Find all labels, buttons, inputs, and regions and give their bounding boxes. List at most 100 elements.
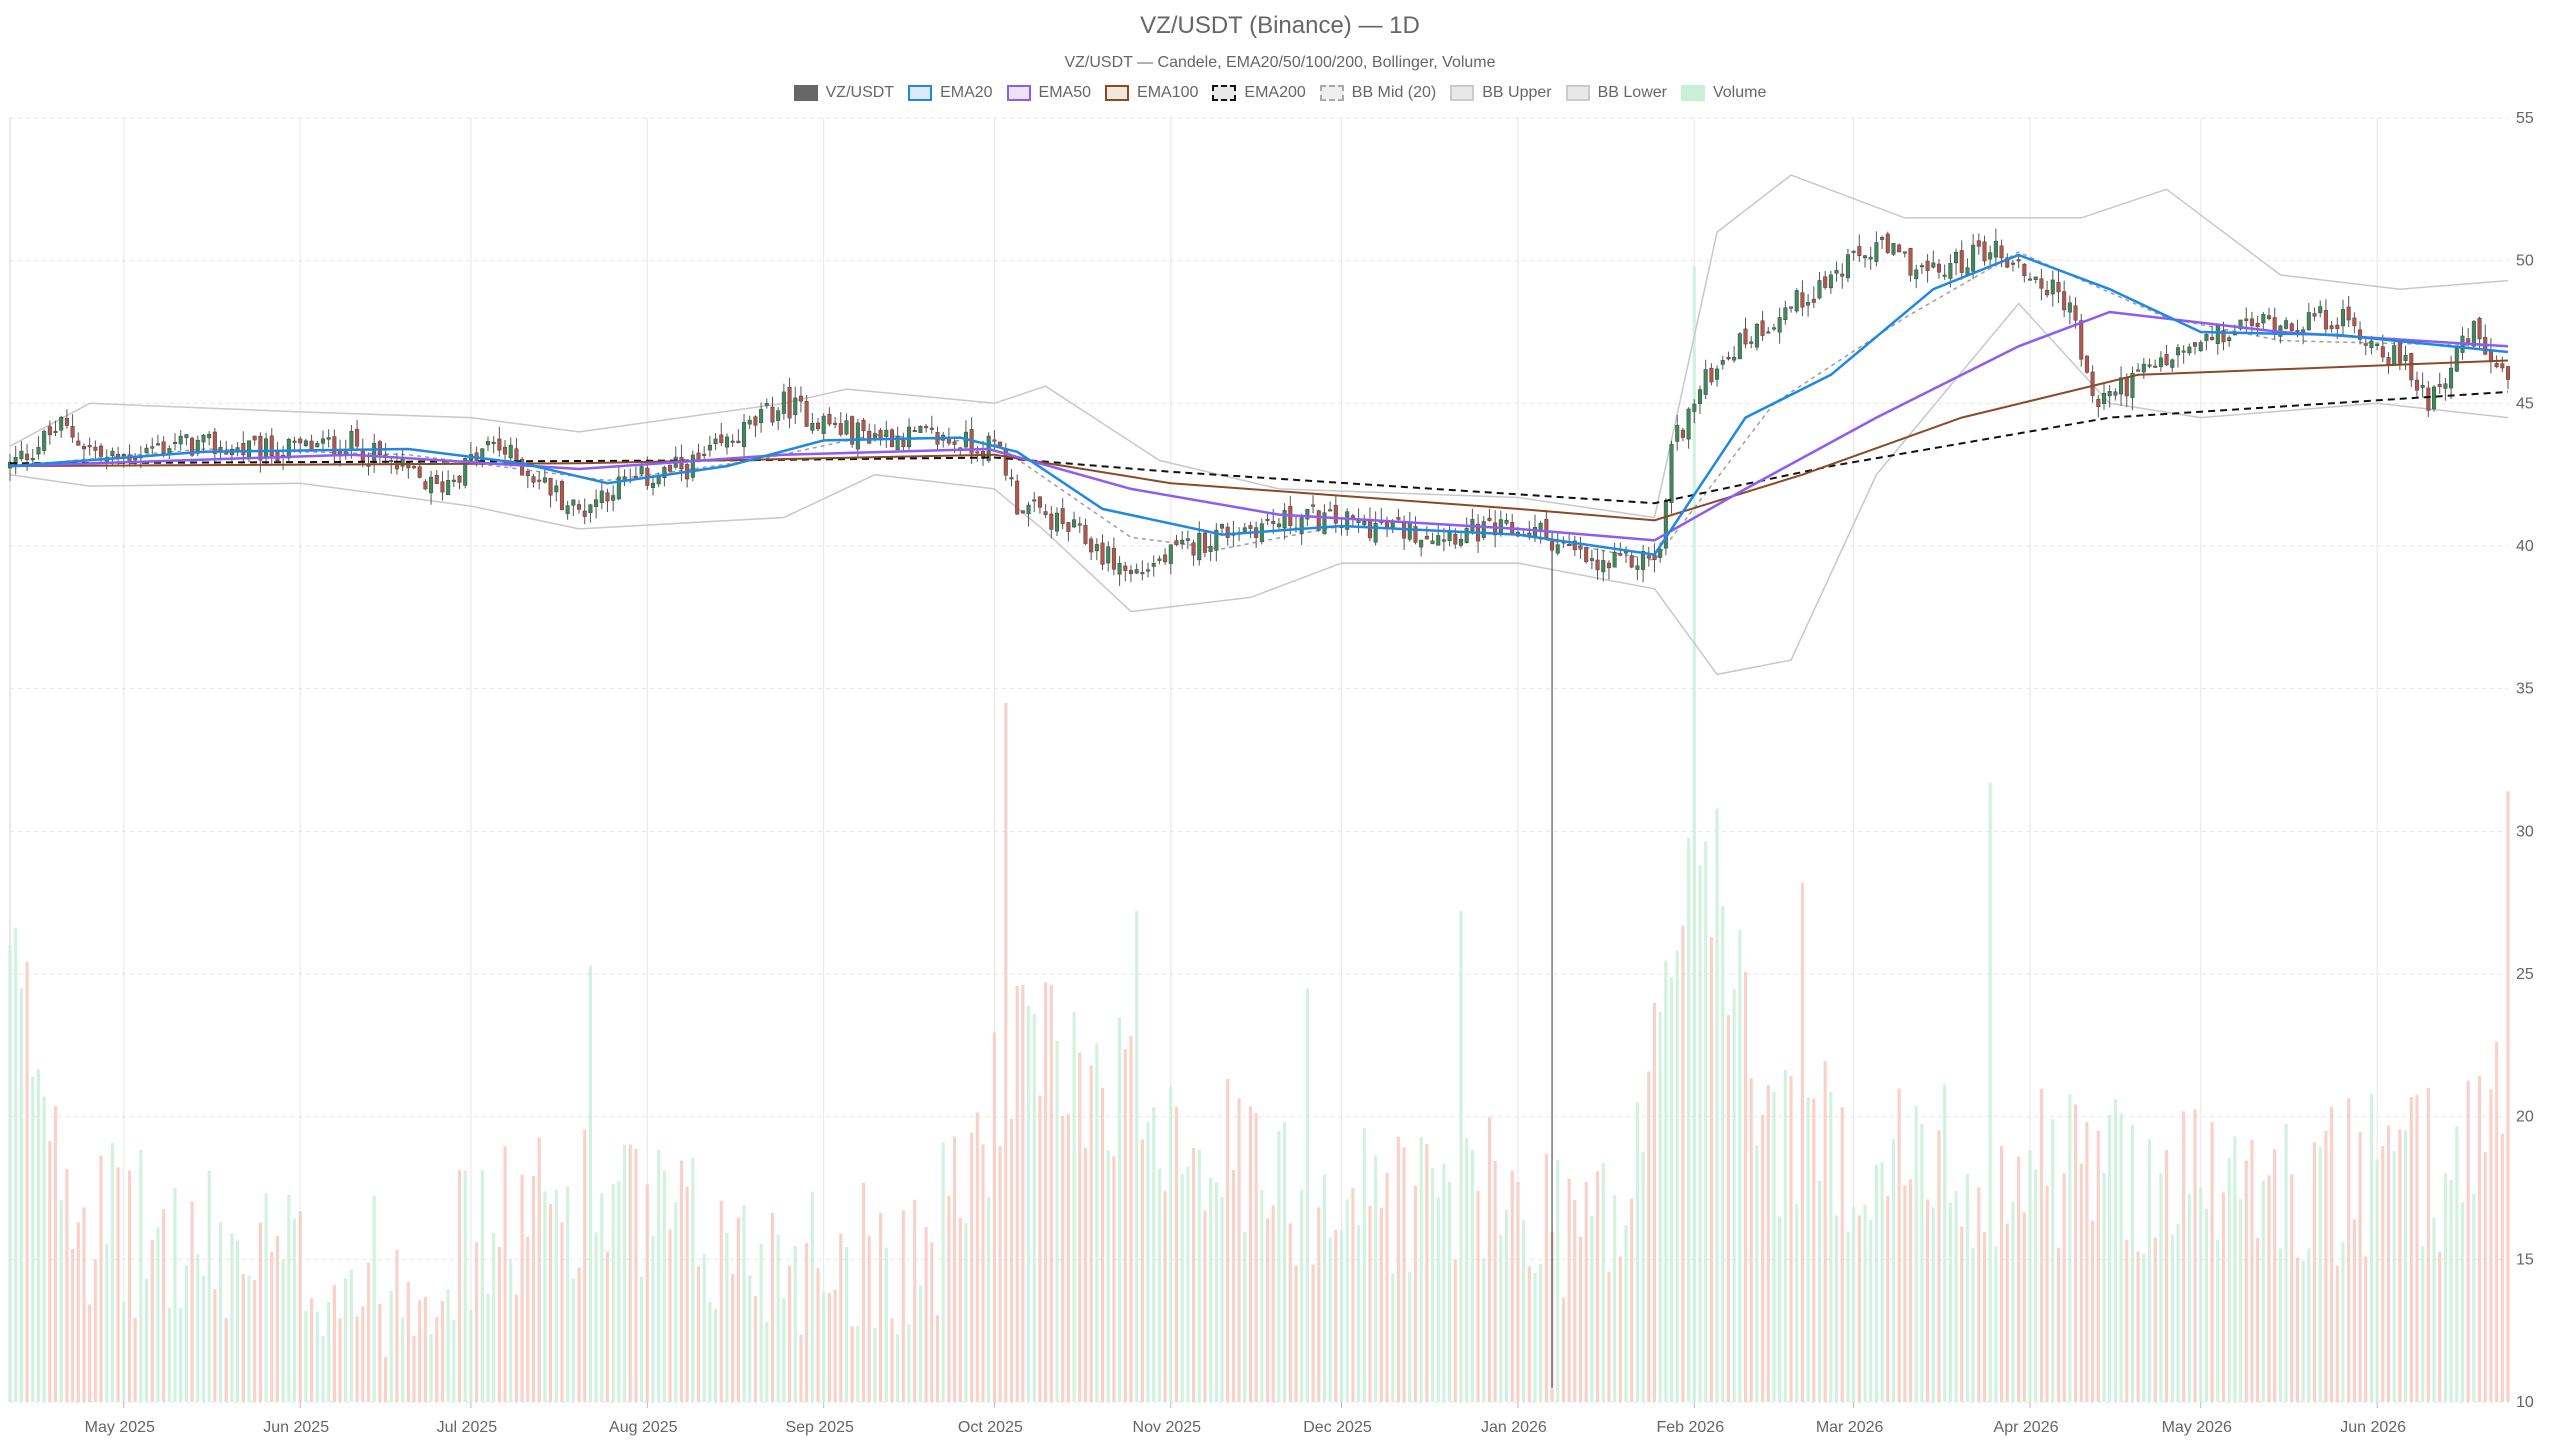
candle-body: [1134, 569, 1139, 574]
candle-body: [2284, 320, 2289, 329]
candle-body: [2124, 377, 2129, 397]
candle-body: [1214, 529, 1219, 551]
volume-bar: [1322, 1174, 1327, 1402]
legend-item[interactable]: BB Upper: [1450, 84, 1552, 102]
volume-bar: [622, 1144, 627, 1402]
candle-body: [2397, 341, 2402, 364]
candle-body: [2306, 312, 2311, 331]
legend-item[interactable]: Volume: [1680, 84, 1766, 102]
candle-body: [411, 466, 417, 469]
candle-body: [2244, 318, 2249, 321]
legend-item[interactable]: EMA20: [908, 84, 993, 102]
legend-swatch: [1006, 85, 1031, 101]
volume-bar: [1419, 1136, 1423, 1402]
x-tick-label: Aug 2025: [609, 1419, 678, 1436]
candle-body: [1271, 521, 1276, 524]
volume-bar: [560, 1222, 564, 1402]
volume-bar: [1977, 1187, 1981, 1402]
volume-bar: [2392, 1151, 2396, 1402]
volume-bar: [1539, 1263, 1543, 1402]
candle-body: [190, 437, 195, 456]
volume-bar: [924, 1227, 928, 1402]
candle-body: [1550, 541, 1555, 551]
volume-bar: [1869, 1219, 1873, 1402]
candle-body: [1885, 233, 1890, 253]
volume-bar: [748, 1275, 752, 1402]
candle-body: [776, 410, 781, 421]
volume-bar: [770, 1212, 775, 1402]
candle-body: [2414, 379, 2419, 391]
candle-body: [2295, 329, 2300, 332]
candle-body: [1703, 369, 1708, 395]
volume-bar: [1857, 1215, 1861, 1402]
volume-bar: [1749, 1078, 1753, 1402]
candle-body: [696, 452, 701, 461]
candle-body: [1311, 504, 1316, 507]
volume-bar: [503, 1146, 507, 1402]
volume-bar: [2301, 1260, 2305, 1402]
volume-bar: [1721, 906, 1725, 1402]
volume-bar: [571, 1278, 575, 1402]
volume-bar: [2483, 1152, 2487, 1402]
candle-body: [2358, 329, 2363, 340]
volume-bar: [1874, 1164, 1878, 1402]
volume-bar: [1311, 1264, 1315, 1402]
candle-body: [389, 459, 394, 462]
candle-body: [1578, 545, 1583, 550]
volume-bar: [2404, 1130, 2408, 1402]
volume-bar: [1926, 1199, 1930, 1402]
candle-body: [2204, 334, 2209, 341]
candle-body: [406, 462, 411, 469]
volume-bar: [2244, 1160, 2248, 1402]
legend-item[interactable]: EMA100: [1105, 84, 1198, 102]
candle-body: [1988, 252, 1993, 260]
legend-item[interactable]: BB Lower: [1565, 84, 1667, 102]
candle-body: [594, 499, 599, 507]
volume-bar: [2204, 1208, 2208, 1402]
volume-bar: [1265, 1218, 1270, 1402]
legend-item[interactable]: EMA200: [1212, 84, 1306, 102]
volume-bar: [1795, 1204, 1799, 1402]
volume-bar: [827, 1292, 831, 1402]
volume-bar: [918, 1285, 922, 1402]
y-tick-label: 20: [2516, 1109, 2534, 1126]
candle-body: [42, 431, 47, 451]
candle-body: [1157, 558, 1162, 561]
candle-body: [1174, 540, 1179, 546]
candle-body: [1737, 333, 1742, 360]
candle-body: [1868, 256, 1873, 260]
volume-bar: [1300, 1189, 1304, 1402]
candle-body: [2175, 347, 2180, 356]
volume-bar: [264, 1193, 268, 1402]
candle-body: [798, 395, 803, 402]
volume-bar: [2073, 1104, 2078, 1402]
volume-bar: [1254, 1113, 1258, 1402]
volume-bar: [1607, 1271, 1611, 1402]
volume-bar: [953, 1136, 957, 1402]
volume-bar: [1567, 1178, 1571, 1402]
volume-bar: [105, 1243, 109, 1402]
volume-bar: [1823, 1061, 1827, 1402]
candle-body: [457, 475, 462, 483]
volume-bar: [1715, 808, 1719, 1402]
legend-item[interactable]: EMA50: [1006, 84, 1091, 102]
legend-item[interactable]: BB Mid (20): [1319, 84, 1436, 102]
x-tick-label: Jun 2026: [2340, 1419, 2406, 1436]
volume-bar: [657, 1149, 661, 1402]
candle-body: [2312, 313, 2317, 317]
volume-bar: [1368, 1205, 1372, 1402]
volume-bar: [190, 1201, 194, 1402]
volume-bar: [167, 1307, 171, 1402]
volume-bar: [1362, 1128, 1366, 1402]
volume-bar: [139, 1149, 143, 1402]
candle-body: [850, 416, 855, 445]
volume-bar: [1021, 984, 1025, 1402]
volume-bar: [2119, 1113, 2123, 1402]
candle-body: [19, 450, 24, 460]
candle-body: [1117, 563, 1122, 575]
candle-body: [303, 440, 308, 447]
volume-bar: [1248, 1106, 1253, 1402]
volume-bar: [1658, 1011, 1662, 1402]
legend-item[interactable]: VZ/USDT: [793, 84, 894, 102]
volume-bar: [645, 1184, 649, 1402]
